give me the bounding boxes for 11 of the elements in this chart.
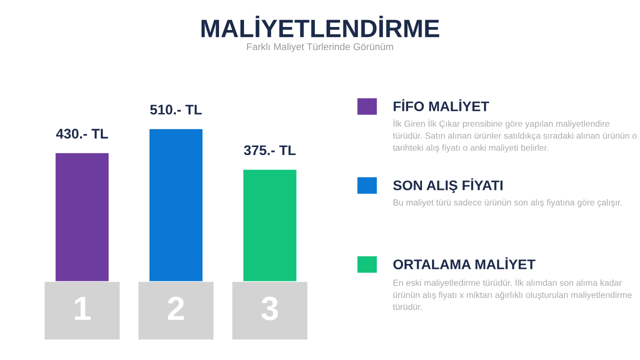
text: En eski maliyetledirme türüdür. İlk alımdan son alıma kadar ürünün alış fiyatı x miktarı ağırlıklı oluşturulan maliyetlendirme türüdür. xyxy=(392,278,632,310)
data-label: 375.- TL xyxy=(244,145,296,156)
data-label: 430.- TL xyxy=(56,128,108,139)
legend-label: FİFO MALİYET xyxy=(394,99,490,112)
chart-subtitle: Farklı Maliyet Türlerinde Görünüm xyxy=(247,42,394,52)
data-label: 510.- TL xyxy=(150,104,202,115)
legend-label: SON ALIŞ FİYATI xyxy=(393,178,503,194)
legend-label: ORTALAMA MALİYET xyxy=(393,257,536,270)
chart-title: MALİYETLENDİRME xyxy=(202,16,440,38)
text: Bu maliyet türü sadece ürünün son alış fiyatına göre çalışır. xyxy=(394,199,622,208)
text: İlk Giren İlk Çıkar prensibine göre yapılan maliyetlendire türüdür. Satın alınan ürünler satıldıkça sıradaki alınan ürünün o tarihteki alış fiyatı o anki maliyeti belirler. xyxy=(392,119,637,153)
